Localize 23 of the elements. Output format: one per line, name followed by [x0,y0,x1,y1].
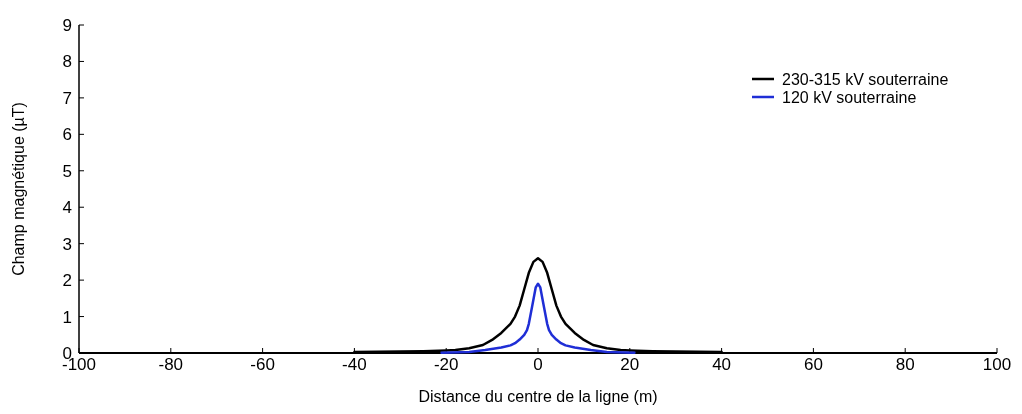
y-tick-label: 6 [62,125,72,145]
y-tick-label: 1 [62,307,72,327]
y-tick-label: 5 [62,161,72,181]
legend-label: 230-315 kV souterraine [782,71,949,88]
y-tick-label: 9 [62,16,72,35]
y-tick-label: 4 [62,198,72,218]
x-tick-label: 80 [895,355,915,374]
y-tick-label: 8 [62,52,72,72]
x-tick-label: 20 [620,355,640,374]
x-tick-label: 60 [803,355,823,374]
y-tick-label: 3 [62,234,72,254]
y-tick-label: 7 [62,88,72,108]
x-tick-label: -80 [158,355,184,374]
legend-label: 120 kV souterraine [782,89,917,106]
y-axis-title: Champ magnétique (µT) [10,102,27,276]
x-tick-label: -20 [433,355,459,374]
y-tick-label: 2 [62,271,72,291]
x-axis-title: Distance du centre de la ligne (m) [418,388,658,405]
x-tick-label: -60 [250,355,275,374]
x-tick-label: -40 [342,355,367,374]
x-tick-label: 40 [712,355,732,374]
x-tick-label: 0 [533,355,543,374]
x-tick-label: 100 [982,355,1012,374]
